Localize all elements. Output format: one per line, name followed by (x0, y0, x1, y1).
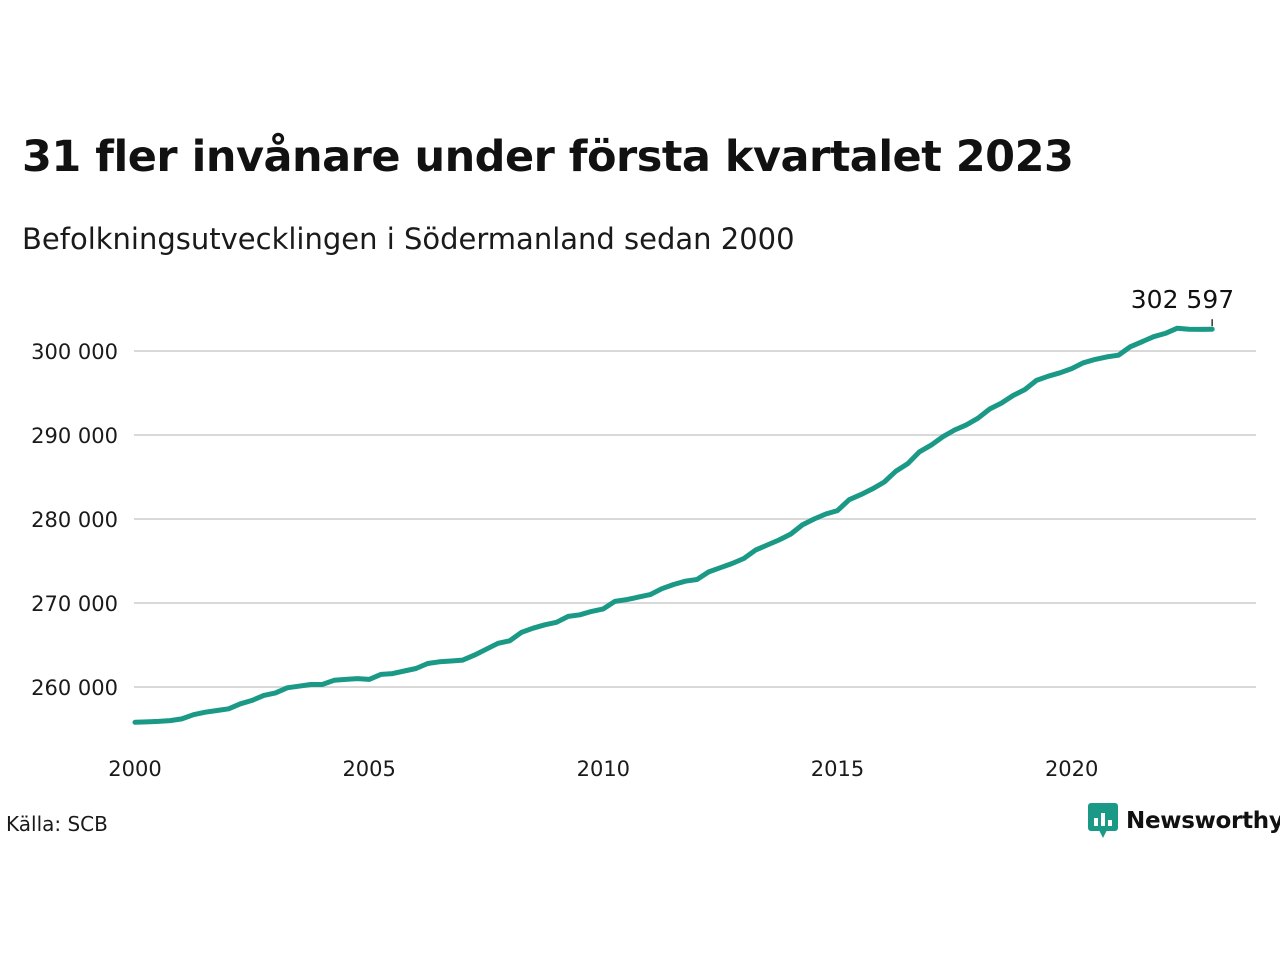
gridlines (134, 350, 1256, 688)
x-tick-label: 2020 (1045, 757, 1098, 781)
x-axis-labels: 2000 2005 2010 2015 2020 (108, 757, 1098, 781)
end-value-label: 302 597 (1131, 285, 1234, 314)
data-series (132, 325, 1215, 725)
y-tick-label: 300 000 (31, 340, 118, 364)
chart-subtitle: Befolkningsutvecklingen i Södermanland s… (22, 222, 795, 256)
x-tick-label: 2015 (811, 757, 864, 781)
series-line (132, 325, 1215, 725)
y-tick-label: 290 000 (31, 424, 118, 448)
x-tick-label: 2005 (342, 757, 395, 781)
y-tick-label: 260 000 (31, 676, 118, 700)
chart-title: 31 fler invånare under första kvartalet … (22, 132, 1074, 182)
x-tick-label: 2010 (577, 757, 630, 781)
brand-logo: Newsworthy (1088, 803, 1280, 839)
y-axis-labels: 260 000 270 000 280 000 290 000 300 000 (31, 340, 118, 700)
x-tick-label: 2000 (108, 757, 161, 781)
y-tick-label: 270 000 (31, 592, 118, 616)
y-tick-label: 280 000 (31, 508, 118, 532)
newsworthy-logo-icon (1088, 803, 1118, 838)
end-annotation: 302 597 (1131, 285, 1234, 327)
source-note: Källa: SCB (6, 812, 108, 836)
brand-name: Newsworthy (1126, 808, 1280, 834)
